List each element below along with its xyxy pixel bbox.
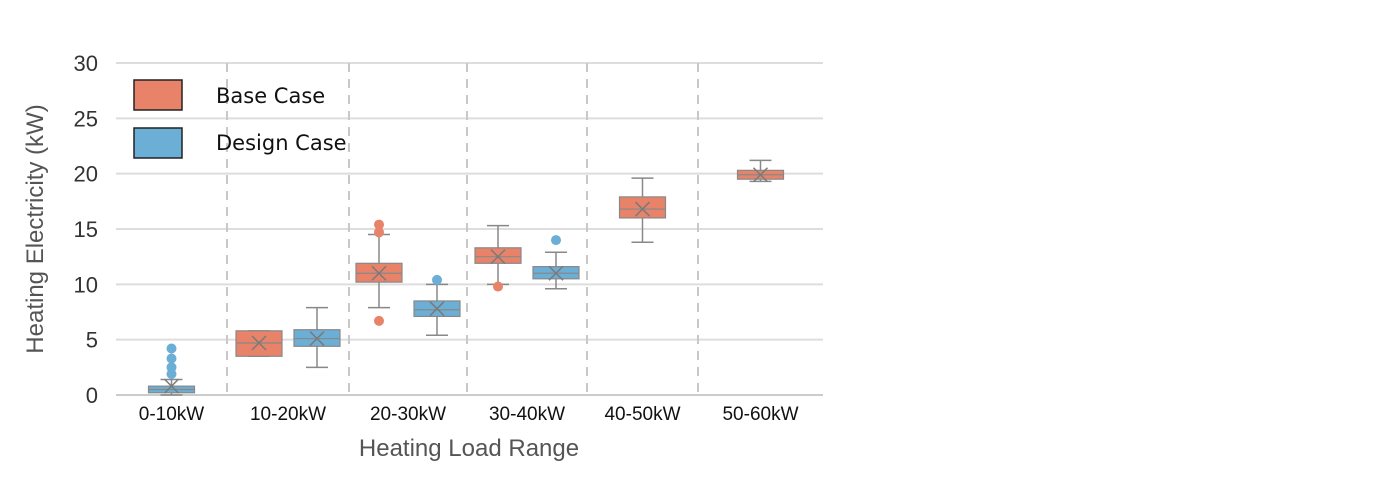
mean-marker bbox=[371, 265, 387, 281]
outlier-point bbox=[166, 353, 177, 364]
y-tick-label: 10 bbox=[74, 272, 98, 297]
outlier-point bbox=[551, 235, 561, 246]
mean-marker bbox=[429, 301, 445, 317]
box-design-case-10-20kW bbox=[293, 306, 341, 369]
legend-label-design-case: Design Case bbox=[216, 131, 347, 155]
x-tick-label: 10-20kW bbox=[250, 404, 326, 425]
mean-marker bbox=[548, 265, 564, 281]
mean-marker bbox=[634, 201, 651, 217]
x-tick-label: 30-40kW bbox=[489, 404, 565, 425]
outlier-point bbox=[166, 362, 177, 373]
mean-marker bbox=[490, 249, 506, 265]
mean-marker bbox=[163, 378, 180, 394]
legend-label-base-case: Base Case bbox=[216, 84, 325, 108]
outlier-point bbox=[374, 227, 384, 238]
x-tick-label: 20-30kW bbox=[370, 404, 446, 425]
y-tick-label: 25 bbox=[74, 106, 98, 131]
y-tick-label: 5 bbox=[86, 328, 98, 353]
mean-marker bbox=[309, 331, 325, 347]
grid-layer bbox=[116, 62, 823, 396]
box-base-case-30-40kW bbox=[474, 224, 522, 292]
outlier-point bbox=[432, 274, 442, 285]
box-base-case-10-20kW bbox=[235, 330, 283, 358]
x-tick-label: 0-10kW bbox=[139, 404, 205, 425]
y-tick-label: 20 bbox=[74, 162, 98, 187]
tick-layer: 0 5 10 15 20 25 30 0-10kW 10-20kW 20-30kW 30-40kW 4… bbox=[74, 51, 799, 425]
mean-marker bbox=[752, 167, 769, 183]
box-layer bbox=[147, 159, 785, 396]
outlier-point bbox=[166, 343, 177, 354]
box-base-case-50-60kW bbox=[736, 159, 785, 183]
x-axis-title: Heating Load Range bbox=[359, 435, 579, 462]
x-tick-label: 40-50kW bbox=[604, 404, 680, 425]
outlier-point bbox=[374, 219, 384, 230]
box-design-case-20-30kW bbox=[413, 274, 461, 336]
legend-swatch-base-case bbox=[133, 79, 183, 111]
y-tick-label: 15 bbox=[74, 217, 98, 242]
box-iqr bbox=[474, 247, 522, 264]
outlier-point bbox=[374, 315, 384, 326]
box-base-case-40-50kW bbox=[618, 177, 667, 244]
legend-swatch-design-case bbox=[133, 127, 183, 159]
y-axis-title: Heating Electricity (kW) bbox=[22, 104, 49, 353]
y-tick-label: 30 bbox=[74, 51, 98, 76]
legend: Base Case Design Case bbox=[133, 79, 347, 159]
y-tick-label: 0 bbox=[86, 383, 98, 408]
outlier-point bbox=[493, 281, 503, 292]
box-design-case-30-40kW bbox=[532, 235, 580, 290]
box-base-case-20-30kW bbox=[355, 219, 403, 326]
box-design-case-0-10kW bbox=[147, 343, 196, 396]
x-tick-label: 50-60kW bbox=[722, 404, 798, 425]
box-iqr bbox=[618, 196, 667, 219]
mean-marker bbox=[251, 335, 267, 351]
